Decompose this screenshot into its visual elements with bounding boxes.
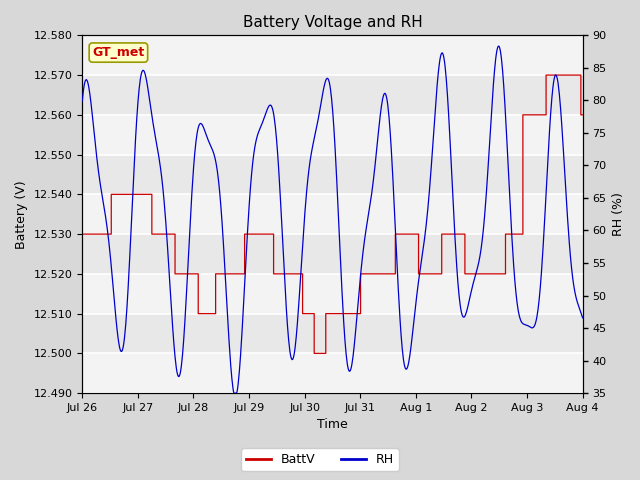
Y-axis label: RH (%): RH (%): [612, 192, 625, 236]
Bar: [83, 115, 582, 155]
Y-axis label: Battery (V): Battery (V): [15, 180, 28, 249]
Legend: BattV, RH: BattV, RH: [241, 448, 399, 471]
Text: GT_met: GT_met: [92, 46, 145, 59]
Bar: [83, 274, 582, 313]
Bar: [83, 36, 582, 75]
Title: Battery Voltage and RH: Battery Voltage and RH: [243, 15, 422, 30]
Bar: [83, 194, 582, 234]
X-axis label: Time: Time: [317, 419, 348, 432]
Bar: [83, 353, 582, 393]
